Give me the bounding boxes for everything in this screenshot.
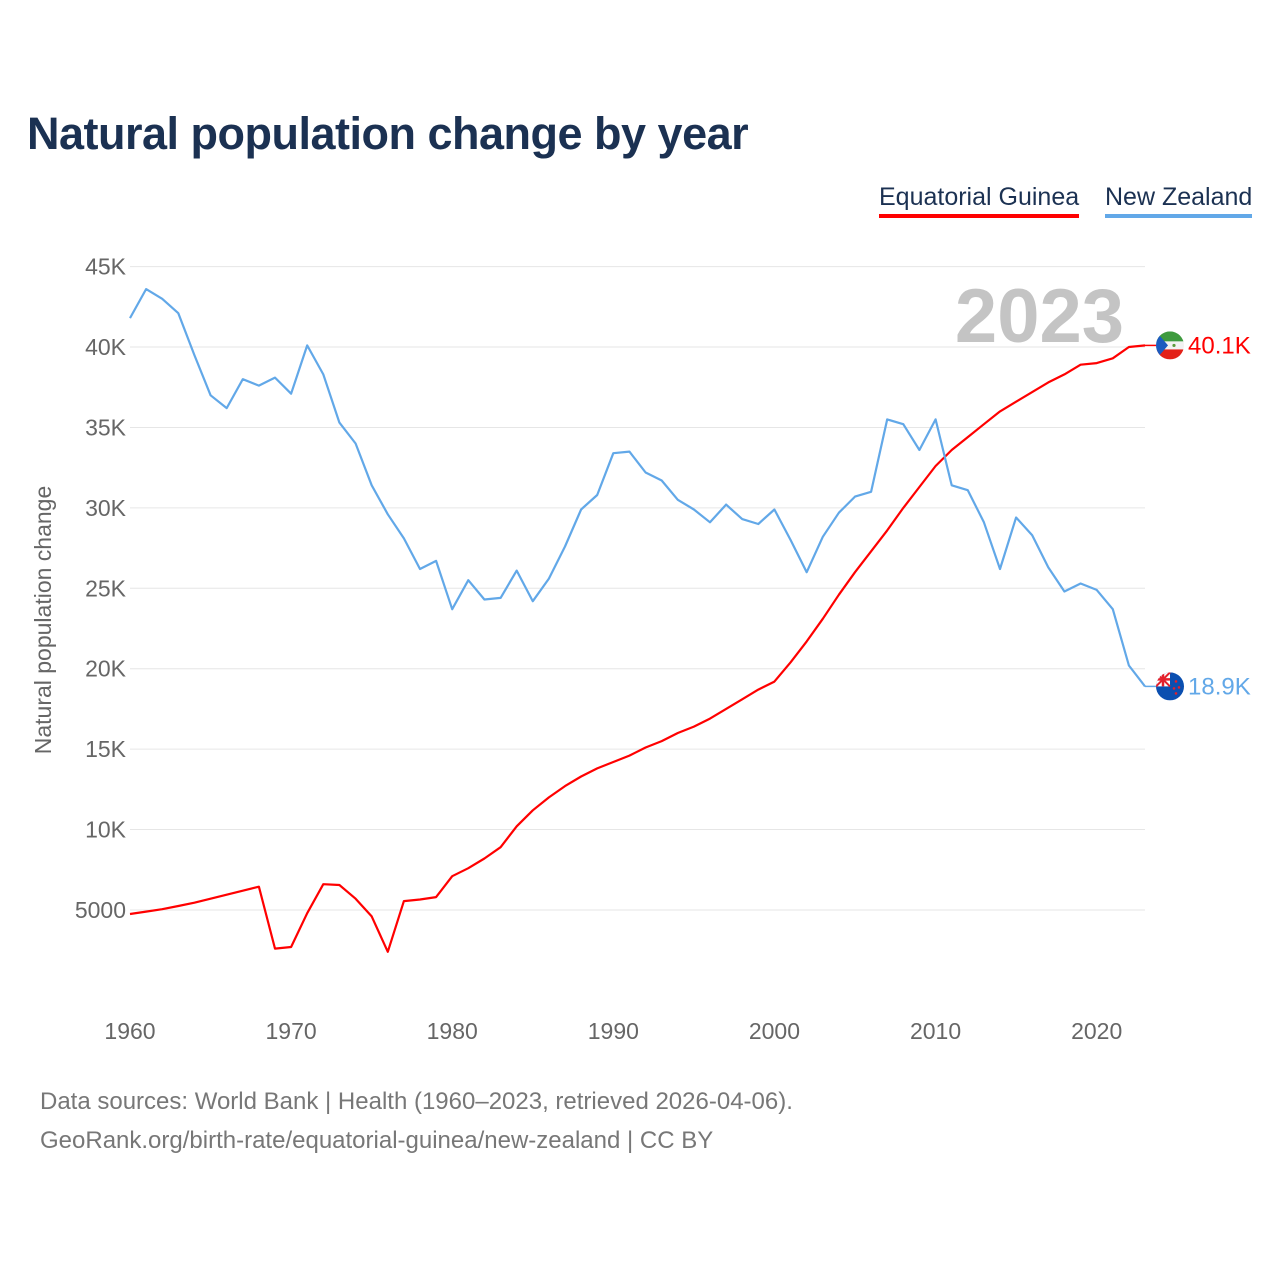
y-tick-label: 40K: [85, 334, 127, 360]
y-tick-label: 35K: [85, 414, 127, 440]
x-tick-label: 2020: [1071, 1018, 1122, 1044]
x-tick-label: 1960: [104, 1018, 155, 1044]
current-year-label: 2023: [955, 274, 1124, 359]
flag-triangle: [1156, 331, 1168, 360]
equatorial-guinea-flag-icon: [1156, 331, 1184, 360]
flag-stripe: [1156, 341, 1184, 350]
y-tick-label: 5000: [75, 897, 126, 923]
y-tick-label: 10K: [85, 817, 127, 843]
end-value-label: 18.9K: [1188, 673, 1251, 700]
x-tick-label: 2010: [910, 1018, 961, 1044]
x-tick-label: 1970: [266, 1018, 317, 1044]
x-tick-label: 2000: [749, 1018, 800, 1044]
x-tick-label: 1990: [588, 1018, 639, 1044]
y-tick-label: 20K: [85, 656, 127, 682]
series-line-new-zealand: [129, 288, 1146, 688]
flag-stripe: [1156, 331, 1184, 342]
y-tick-label: 30K: [85, 495, 127, 521]
y-tick-label: 45K: [85, 254, 127, 280]
x-tick-label: 1980: [427, 1018, 478, 1044]
end-value-label: 40.1K: [1188, 332, 1251, 359]
y-tick-label: 15K: [85, 736, 127, 762]
flag-star: [1174, 680, 1178, 683]
new-zealand-flag-icon: [1156, 672, 1184, 701]
y-tick-label: 25K: [85, 575, 127, 601]
flag-star: [1177, 686, 1181, 689]
chart-title: Natural population change by year: [27, 108, 749, 159]
series-line-equatorial-guinea: [129, 344, 1146, 953]
flag-star: [1172, 687, 1176, 690]
y-axis-label: Natural population change: [30, 486, 56, 755]
legend-equatorial-guinea[interactable]: Equatorial Guinea: [879, 183, 1080, 218]
footer-sources: Data sources: World Bank | Health (1960–…: [40, 1088, 793, 1115]
flag-stripe: [1156, 349, 1184, 360]
flag-star: [1174, 692, 1178, 695]
legend-new-zealand[interactable]: New Zealand: [1105, 183, 1253, 218]
flag-emblem: [1172, 343, 1176, 348]
flag-cross: [1156, 672, 1170, 687]
footer-link[interactable]: GeoRank.org/birth-rate/equatorial-guinea…: [40, 1127, 714, 1154]
